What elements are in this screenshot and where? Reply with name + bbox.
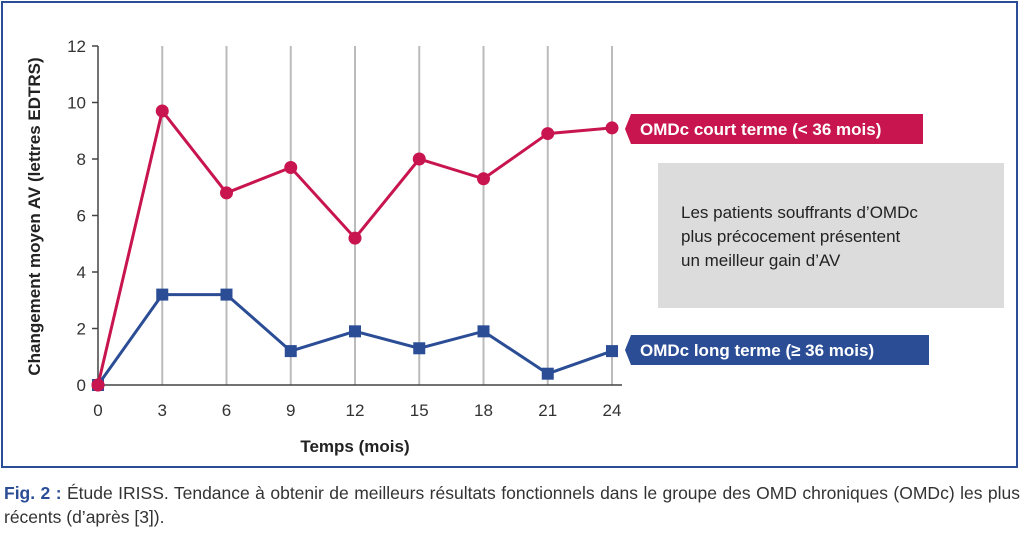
caption-figure-label: Fig. 2 : [4, 483, 62, 503]
data-point [541, 367, 554, 380]
data-point [606, 345, 618, 358]
x-tick-label: 15 [410, 401, 429, 420]
y-tick-label: 4 [77, 263, 86, 282]
x-tick-label: 6 [222, 401, 231, 420]
y-tick-label: 8 [77, 150, 86, 169]
data-point [413, 342, 426, 355]
x-tick-label: 18 [474, 401, 493, 420]
data-point [220, 186, 233, 200]
series-label-text: OMDc court terme (< 36 mois) [640, 120, 881, 139]
series-label-text: OMDc long terme (≥ 36 mois) [640, 341, 874, 360]
note-text-line: un meilleur gain d’AV [681, 251, 841, 270]
series-label-tag [625, 335, 929, 365]
data-point [349, 325, 361, 338]
y-tick-label: 12 [67, 37, 86, 56]
y-tick-label: 10 [67, 94, 86, 113]
data-point [284, 160, 298, 174]
x-tick-label: 12 [346, 401, 365, 420]
data-point [156, 288, 169, 301]
y-tick-label: 0 [77, 376, 86, 395]
data-point [412, 152, 426, 166]
x-axis-title: Temps (mois) [300, 437, 409, 456]
data-point [605, 121, 619, 135]
caption-text: Étude IRISS. Tendance à obtenir de meill… [4, 483, 1021, 527]
x-tick-label: 24 [603, 401, 622, 420]
data-point [155, 104, 169, 118]
y-tick-label: 6 [77, 207, 86, 226]
data-point [541, 127, 555, 141]
note-text-line: Les patients souffrants d’OMDc [681, 203, 918, 222]
figure-frame [1, 1, 1018, 468]
data-point [348, 231, 362, 245]
x-tick-label: 21 [538, 401, 557, 420]
y-axis-title: Changement moyen AV (lettres EDTRS) [25, 57, 44, 375]
data-point [477, 172, 490, 186]
x-tick-label: 0 [93, 401, 102, 420]
note-box [658, 163, 1004, 308]
data-point [284, 345, 297, 358]
figure-caption: Fig. 2 : Étude IRISS. Tendance à obtenir… [4, 481, 1020, 529]
y-tick-label: 2 [77, 320, 86, 339]
data-point [477, 325, 490, 338]
note-text-line: plus précocement présentent [681, 227, 901, 246]
data-point [220, 288, 233, 301]
x-tick-label: 3 [158, 401, 167, 420]
series-label-tag [625, 114, 923, 144]
x-tick-label: 9 [286, 401, 295, 420]
origin-point [91, 378, 105, 392]
